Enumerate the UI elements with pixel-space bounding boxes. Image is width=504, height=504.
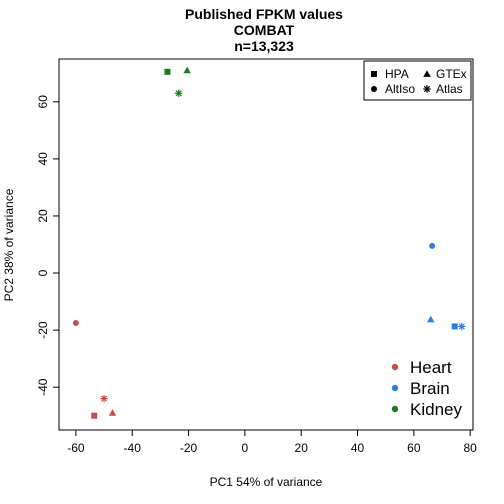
point-heart-hpa bbox=[91, 412, 98, 419]
legend-marker-atlas bbox=[423, 85, 431, 93]
point-brain-hpa bbox=[451, 323, 458, 330]
data-points bbox=[72, 66, 466, 419]
legend-label-hpa: HPA bbox=[385, 67, 409, 81]
legend-marker-heart bbox=[391, 363, 399, 371]
source-legend-box bbox=[363, 60, 472, 101]
point-kidney-atlas bbox=[174, 89, 183, 97]
y-axis-label: PC2 38% of variance bbox=[2, 188, 16, 301]
legend-label-atlas: Atlas bbox=[436, 82, 463, 96]
point-heart-altiso bbox=[72, 319, 79, 326]
x-tick-label-2: -20 bbox=[180, 441, 198, 455]
legend-label-altiso: AltIso bbox=[385, 82, 415, 96]
legend-label-heart: Heart bbox=[410, 358, 452, 377]
chart-title-line-3: n=13,323 bbox=[234, 38, 294, 54]
x-axis-label: PC1 54% of variance bbox=[210, 475, 323, 489]
point-brain-gtex bbox=[427, 315, 435, 323]
legend-marker-gtex bbox=[423, 70, 431, 77]
tissue-legend-markers bbox=[391, 363, 399, 413]
source-legend-markers bbox=[371, 70, 431, 93]
plot-frame bbox=[58, 58, 474, 431]
y-tick-label-4: 40 bbox=[36, 152, 50, 166]
legend-marker-hpa bbox=[371, 71, 377, 77]
legend-marker-kidney bbox=[391, 405, 399, 413]
legend-label-brain: Brain bbox=[410, 379, 450, 398]
y-tick-label-1: -20 bbox=[36, 321, 50, 339]
point-kidney-gtex bbox=[183, 66, 191, 74]
legend-marker-altiso bbox=[371, 86, 377, 92]
y-axis: -40 -20 0 20 40 60 bbox=[36, 95, 59, 396]
x-axis: -60 -40 -20 0 20 40 60 80 bbox=[67, 430, 477, 455]
point-brain-altiso bbox=[429, 242, 436, 249]
legend-label-kidney: Kidney bbox=[410, 400, 462, 419]
chart-title-line-1: Published FPKM values bbox=[185, 6, 343, 22]
x-tick-label-5: 40 bbox=[351, 441, 365, 455]
y-tick-label-3: 20 bbox=[36, 209, 50, 223]
y-tick-label-0: -40 bbox=[36, 378, 50, 396]
x-tick-label-7: 80 bbox=[464, 441, 478, 455]
legend-label-gtex: GTEx bbox=[436, 67, 467, 81]
y-tick-label-2: 0 bbox=[36, 269, 50, 276]
legend-marker-brain bbox=[391, 384, 399, 392]
tissue-legend: Heart Brain Kidney bbox=[391, 358, 462, 419]
y-tick-label-5: 60 bbox=[36, 95, 50, 109]
x-tick-label-3: 0 bbox=[242, 441, 249, 455]
source-legend: HPA GTEx AltIso Atlas bbox=[363, 60, 472, 101]
point-heart-gtex bbox=[108, 409, 117, 416]
x-tick-label-0: -60 bbox=[67, 441, 85, 455]
x-tick-label-6: 60 bbox=[407, 441, 421, 455]
point-kidney-hpa bbox=[164, 68, 171, 75]
x-tick-label-4: 20 bbox=[295, 441, 309, 455]
point-brain-atlas bbox=[457, 322, 466, 331]
chart-title-line-2: COMBAT bbox=[234, 22, 295, 38]
x-tick-label-1: -40 bbox=[124, 441, 142, 455]
point-heart-atlas bbox=[100, 394, 108, 403]
